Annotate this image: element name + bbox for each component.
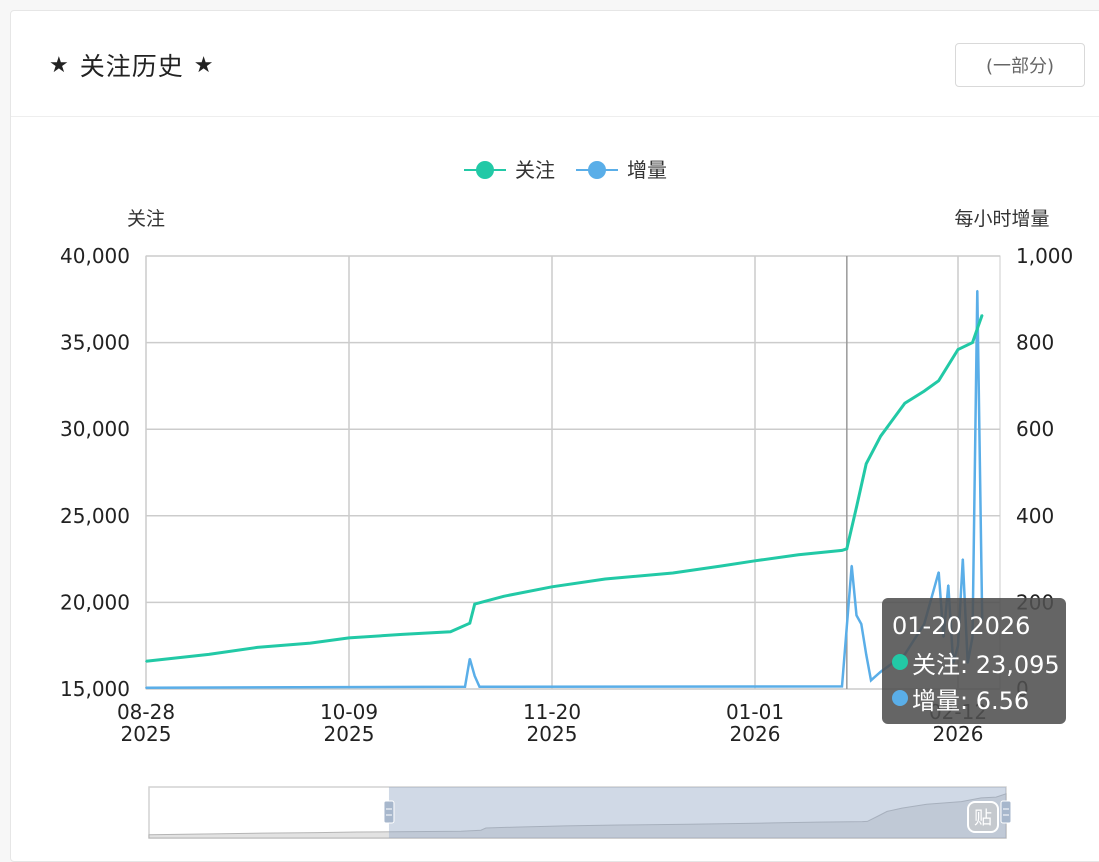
follow-point <box>971 341 974 344</box>
tooltip-date: 01-20 2026 <box>892 612 1031 640</box>
follow-point <box>841 549 843 552</box>
x-tick-year: 2026 <box>933 722 984 746</box>
legend-marker <box>588 161 606 179</box>
increment-point <box>937 571 940 573</box>
x-tick-date: 11-20 <box>523 700 581 724</box>
y-tick-right: 800 <box>1016 331 1054 355</box>
increment-point <box>464 686 466 688</box>
plot-frame <box>145 255 1001 690</box>
y-axis-title-left: 关注 <box>127 208 165 230</box>
zoom-overview-area <box>148 793 1007 839</box>
follow-point <box>754 560 756 562</box>
x-tick-date: 10-09 <box>320 700 378 724</box>
x-tick-year: 2025 <box>527 722 578 746</box>
follow-point <box>469 622 471 624</box>
follow-point <box>846 547 848 550</box>
follow-point <box>981 314 983 316</box>
partial-button[interactable]: (一部分) <box>955 43 1085 87</box>
tooltip-follow-row: 关注: 23,095 <box>892 644 1066 680</box>
increment-point <box>473 675 476 677</box>
y-tick-right: 1,000 <box>1016 244 1073 268</box>
star-icon-left: ★ <box>49 52 70 78</box>
increment-point <box>860 623 863 625</box>
x-tick-year: 2026 <box>730 722 781 746</box>
follow-point <box>797 553 800 556</box>
y-tick-right: 600 <box>1016 417 1054 441</box>
y-tick-left: 40,000 <box>60 244 130 268</box>
y-tick-left: 15,000 <box>60 677 130 701</box>
increment-point <box>469 657 471 660</box>
follow-point <box>855 506 858 508</box>
follow-point <box>904 402 906 405</box>
y-tick-left: 35,000 <box>60 331 130 355</box>
legend-marker <box>476 161 494 179</box>
follow-point <box>604 578 606 580</box>
star-icon-right: ★ <box>193 52 215 78</box>
tooltip-increment-value: 增量: 6.56 <box>912 686 1030 715</box>
increment-point <box>850 564 853 567</box>
follow-point <box>720 565 722 567</box>
increment-line <box>145 290 984 689</box>
follow-point <box>145 660 147 663</box>
tooltip-increment-row: 增量: 6.56 <box>892 680 1066 716</box>
y-tick-right: 400 <box>1016 504 1054 528</box>
y-tick-left: 25,000 <box>60 504 130 528</box>
tooltip-follow-value: 关注: 23,095 <box>912 650 1060 679</box>
follow-point <box>502 595 505 598</box>
follow-point <box>923 390 925 392</box>
increment-point <box>145 686 147 689</box>
follow-point <box>309 642 312 644</box>
title-text: 关注历史 <box>79 52 184 81</box>
y-axis-title-right: 每小时增量 <box>954 208 1049 230</box>
follow-point <box>348 637 350 639</box>
follow-point <box>401 633 403 636</box>
follow-point <box>957 348 959 351</box>
increment-point <box>865 653 867 656</box>
x-tick-year: 2025 <box>324 722 375 746</box>
increment-dot-icon <box>892 690 908 706</box>
legend-label: 关注 <box>515 158 555 182</box>
increment-point <box>947 584 950 586</box>
follow-point <box>473 603 476 605</box>
follow-point <box>976 327 979 330</box>
follow-point <box>672 572 674 574</box>
zoom-handle-left[interactable] <box>383 800 395 824</box>
page-title: ★ 关注历史 ★ <box>49 47 214 83</box>
follow-point <box>937 379 940 382</box>
increment-point <box>976 289 979 292</box>
card-header: ★ 关注历史 ★ (一部分) <box>11 11 1099 117</box>
zoom-selection <box>388 787 1007 838</box>
follow-point <box>551 586 553 588</box>
follow-line <box>145 314 984 663</box>
x-tick-date: 08-28 <box>117 700 175 724</box>
increment-point <box>478 686 481 688</box>
increment-point <box>879 670 882 673</box>
chart-tooltip: 01-20 2026 关注: 23,095 增量: 6.56 <box>882 598 1066 724</box>
follow-point <box>256 646 258 649</box>
follow-history-card: ★ 关注历史 ★ (一部分) <box>10 10 1099 862</box>
follow-point <box>208 653 210 656</box>
y-tick-left: 20,000 <box>60 590 130 614</box>
legend-label: 增量 <box>627 158 667 182</box>
increment-point <box>841 685 843 688</box>
increment-point <box>962 558 964 560</box>
x-tick-year: 2025 <box>121 722 172 746</box>
follow-point <box>879 435 882 437</box>
follow-point <box>865 463 867 465</box>
zoom-handle-right[interactable] <box>1000 800 1012 824</box>
y-tick-left: 30,000 <box>60 417 130 441</box>
paste-icon[interactable]: 贴 <box>967 801 999 833</box>
increment-point <box>870 679 872 682</box>
increment-point <box>855 614 858 617</box>
x-tick-date: 01-01 <box>726 700 784 724</box>
follow-dot-icon <box>892 654 908 670</box>
follow-point <box>449 631 452 633</box>
